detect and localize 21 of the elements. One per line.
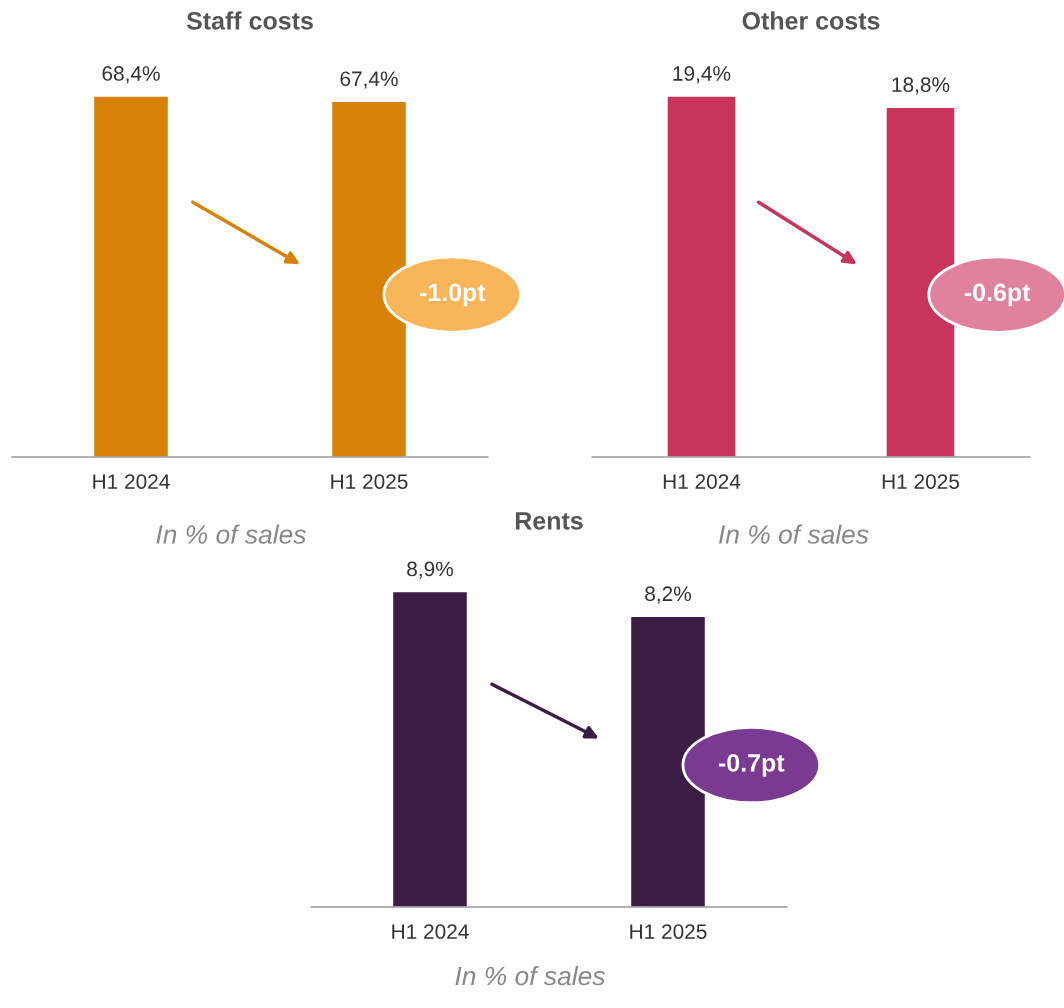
data-label: 18,8% bbox=[892, 77, 950, 95]
x-tick-label: H1 2025 bbox=[331, 474, 408, 489]
x-tick-label: H1 2025 bbox=[882, 474, 960, 489]
data-label: 8,2% bbox=[645, 586, 691, 604]
data-label: 68,4% bbox=[102, 66, 160, 84]
chart-title: Other costs bbox=[742, 11, 880, 30]
x-tick-label: H1 2024 bbox=[663, 474, 741, 489]
annotation: -1.0pt bbox=[419, 283, 486, 307]
chart-title: Staff costs bbox=[186, 11, 313, 30]
data-label: 67,4% bbox=[340, 71, 398, 89]
text: In % of sales bbox=[455, 965, 605, 986]
chart-title: Rents bbox=[515, 512, 583, 530]
x-tick-label: H1 2025 bbox=[630, 924, 707, 939]
text: In % of sales bbox=[156, 524, 306, 544]
text: In % of sales bbox=[718, 524, 869, 544]
annotation: -0.7pt bbox=[718, 754, 785, 777]
x-tick-label: H1 2024 bbox=[392, 924, 469, 939]
data-label: 19,4% bbox=[673, 66, 731, 84]
annotation: -0.6pt bbox=[964, 283, 1031, 307]
x-tick-label: H1 2024 bbox=[93, 474, 170, 489]
data-label: 8,9% bbox=[407, 561, 453, 579]
